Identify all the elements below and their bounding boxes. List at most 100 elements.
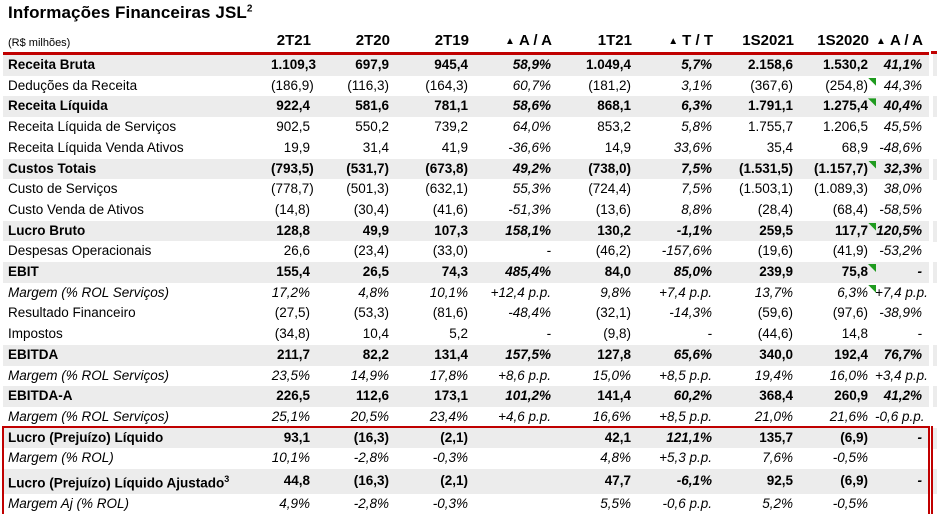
value-cell: -2,8% bbox=[353, 496, 389, 512]
value-cell: - bbox=[917, 429, 923, 445]
value-cell: (531,7) bbox=[346, 160, 389, 176]
value-cell: 41,9 bbox=[441, 139, 468, 155]
value-cell: 9,8% bbox=[600, 284, 631, 300]
value-cell: -0,3% bbox=[432, 450, 468, 466]
value-cell: 1.530,2 bbox=[822, 57, 868, 72]
table-row: Margem (% ROL Serviços) 17,2% 4,8% 10,1% +12… bbox=[3, 283, 929, 304]
value-cell bbox=[475, 428, 558, 449]
value-cell: 259,5 bbox=[759, 222, 793, 238]
value-cell: 26,6 bbox=[283, 243, 310, 259]
value-cell: 8,8% bbox=[681, 201, 712, 217]
edge-block bbox=[931, 51, 937, 54]
value-cell: (164,3) bbox=[425, 77, 468, 93]
edge-block bbox=[933, 221, 937, 242]
value-cell: 25,1% bbox=[271, 408, 310, 424]
value-cell: 7,6% bbox=[762, 450, 793, 466]
edge-block bbox=[931, 426, 933, 514]
value-cell: +8,5 p.p. bbox=[659, 367, 712, 383]
value-cell: 23,5% bbox=[271, 367, 310, 383]
delta-triangle-icon: ▲ bbox=[668, 36, 679, 47]
value-cell: 55,3% bbox=[512, 181, 551, 197]
value-cell: 15,0% bbox=[592, 367, 631, 383]
row-label: Receita Líquida bbox=[8, 98, 108, 114]
value-cell: 5,8% bbox=[681, 119, 712, 135]
value-cell: 64,0% bbox=[512, 119, 551, 135]
table-row: Receita Líquida Venda Ativos 19,9 31,4 41,9… bbox=[3, 138, 929, 159]
value-cell: (2,1) bbox=[440, 473, 468, 489]
value-cell: 550,2 bbox=[355, 119, 389, 135]
value-cell: -36,6% bbox=[508, 139, 551, 155]
value-cell: 2.158,6 bbox=[747, 57, 793, 72]
screen-edge-artifact bbox=[931, 0, 937, 514]
row-label: Margem (% ROL) bbox=[8, 450, 114, 466]
table-row: Margem Aj (% ROL) 4,9% -2,8% -0,3% 5,5% -0,6 … bbox=[3, 494, 929, 514]
value-cell: 158,1% bbox=[505, 222, 551, 238]
value-cell: -51,3% bbox=[508, 201, 551, 217]
edge-block bbox=[933, 469, 937, 494]
value-cell: 1.206,5 bbox=[822, 119, 868, 135]
value-cell: +3,4 p.p. bbox=[875, 367, 928, 383]
value-cell: (186,9) bbox=[271, 77, 314, 93]
value-cell: 16,6% bbox=[592, 408, 631, 424]
value-cell: +8,6 p.p. bbox=[498, 367, 551, 383]
value-cell: 20,5% bbox=[350, 408, 389, 424]
value-cell: (16,3) bbox=[353, 429, 389, 445]
value-cell: (16,3) bbox=[353, 473, 389, 489]
value-cell: 40,4% bbox=[883, 98, 922, 114]
value-cell: 49,9 bbox=[362, 222, 389, 238]
value-cell: -14,3% bbox=[669, 305, 712, 321]
table-row: Margem (% ROL Serviços) 23,5% 14,9% 17,8% +8… bbox=[3, 366, 929, 387]
value-cell: 1.755,7 bbox=[747, 119, 793, 135]
value-cell: (1.089,3) bbox=[813, 181, 868, 197]
value-cell: (27,5) bbox=[274, 305, 310, 321]
value-cell: 21,6% bbox=[829, 408, 868, 424]
value-cell: 101,2% bbox=[505, 388, 551, 404]
value-cell: 7,5% bbox=[681, 160, 712, 176]
value-cell: -48,4% bbox=[508, 305, 551, 321]
title-superscript: 2 bbox=[246, 3, 253, 15]
value-cell: -0,3% bbox=[432, 496, 468, 512]
comment-flag-icon bbox=[868, 77, 876, 86]
value-cell: (1.157,7) bbox=[800, 159, 876, 180]
value-cell: 1.109,3 bbox=[271, 57, 317, 72]
table-row: Receita Bruta 1.109,3 697,9 945,4 58,9% 1.049… bbox=[3, 53, 929, 76]
value-cell: 5,5% bbox=[600, 496, 631, 512]
edge-block bbox=[933, 262, 937, 283]
value-cell: - bbox=[917, 264, 923, 280]
value-cell: 211,7 bbox=[276, 346, 310, 362]
edge-block bbox=[933, 96, 937, 117]
value-cell: 68,9 bbox=[841, 139, 868, 155]
value-cell: 13,7% bbox=[754, 284, 793, 300]
value-cell: 45,5% bbox=[883, 119, 922, 135]
value-cell: -0,6 p.p. bbox=[875, 408, 925, 424]
value-cell: - bbox=[707, 326, 713, 342]
value-cell bbox=[875, 448, 929, 469]
value-cell: -157,6% bbox=[661, 243, 712, 259]
row-label: EBITDA-A bbox=[8, 388, 73, 404]
value-cell: 173,1 bbox=[434, 388, 468, 404]
value-cell: (181,2) bbox=[588, 77, 631, 93]
value-cell: 192,4 bbox=[834, 346, 868, 362]
value-cell: (46,2) bbox=[595, 243, 631, 259]
value-cell: (116,3) bbox=[347, 77, 389, 93]
value-cell: -1,1% bbox=[676, 222, 712, 238]
value-cell: 60,7% bbox=[512, 77, 551, 93]
value-cell: (19,6) bbox=[757, 243, 793, 259]
value-cell: 14,9 bbox=[604, 139, 631, 155]
value-cell: (2,1) bbox=[440, 429, 468, 445]
value-cell bbox=[475, 448, 558, 469]
edge-block bbox=[933, 345, 937, 366]
value-cell: 60,2% bbox=[673, 388, 712, 404]
value-cell: 131,4 bbox=[434, 346, 468, 362]
value-cell: 84,0 bbox=[604, 264, 631, 280]
value-cell: 781,1 bbox=[434, 98, 468, 114]
value-cell: 82,2 bbox=[362, 346, 389, 362]
delta-triangle-icon: ▲ bbox=[505, 36, 515, 47]
value-cell: 42,1 bbox=[604, 429, 631, 445]
row-label: Receita Bruta bbox=[8, 57, 96, 72]
value-cell: 32,3% bbox=[883, 160, 922, 176]
value-cell: 19,4% bbox=[754, 367, 793, 383]
value-cell: 155,4 bbox=[276, 264, 310, 280]
column-header-2T20: 2T20 bbox=[317, 27, 396, 55]
value-cell: 5,2 bbox=[449, 326, 468, 342]
